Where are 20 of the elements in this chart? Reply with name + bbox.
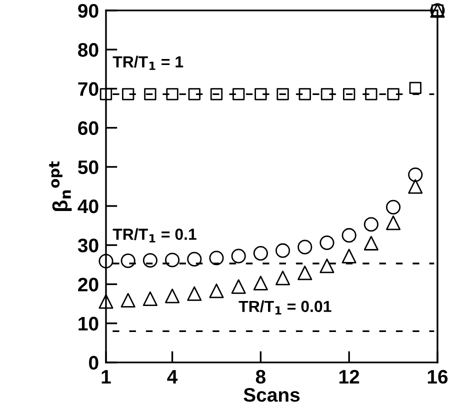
y-tick-label: 80 xyxy=(78,43,98,57)
y-tick-label: 30 xyxy=(78,238,98,252)
x-tick-label: 16 xyxy=(428,370,448,384)
y-tick-label: 50 xyxy=(78,160,98,174)
x-tick-label: 4 xyxy=(167,370,178,384)
y-tick-label: 10 xyxy=(78,316,98,331)
y-tick-label: 0 xyxy=(88,356,98,370)
annotation: TR/T$_{1}$ = 1 xyxy=(112,56,184,70)
x-tick-label: 1 xyxy=(102,370,111,384)
y-tick-label: 20 xyxy=(78,278,98,292)
x-tick-label: 12 xyxy=(339,370,360,384)
annotation: TR/T$_{1}$ = 0.1 xyxy=(112,228,196,242)
x-tick-label: 8 xyxy=(256,370,266,384)
annotation: TR/T$_{1}$ = 0.01 xyxy=(238,300,332,315)
x-axis-title: Scans xyxy=(244,388,300,402)
y-axis-title: β$_{n}$$^{opt}$ xyxy=(49,161,72,212)
y-tick-label: 60 xyxy=(78,121,98,136)
y-tick-label: 40 xyxy=(78,199,98,214)
y-tick-label: 70 xyxy=(78,82,98,96)
y-tick-label: 90 xyxy=(78,4,98,18)
